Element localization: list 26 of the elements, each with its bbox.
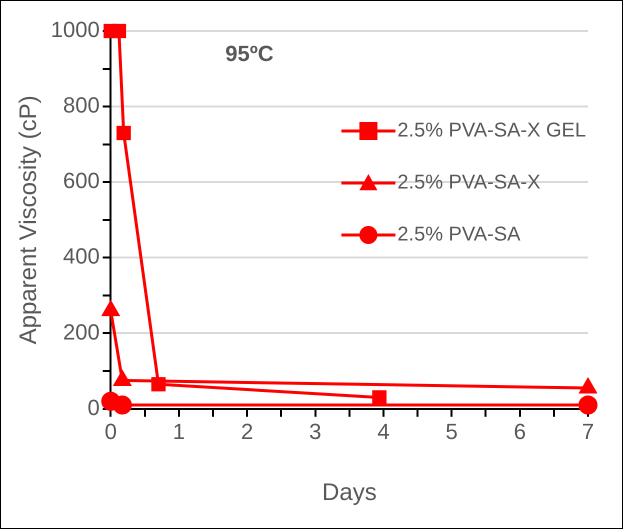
point	[151, 377, 166, 392]
y-tick-label: 0	[87, 394, 100, 420]
x-axis-title: Days	[322, 479, 377, 506]
point	[116, 126, 131, 140]
point	[112, 24, 126, 38]
x-tick-label: 0	[104, 419, 117, 444]
point	[112, 396, 132, 415]
x-tick-label: 4	[377, 419, 390, 444]
point	[578, 396, 598, 415]
y-axis-title: Apparent Viscosity (cP)	[15, 95, 42, 344]
y-tick-label: 600	[63, 168, 100, 194]
y-tick-label: 800	[63, 92, 100, 118]
x-tick-label: 6	[514, 419, 526, 444]
x-tick-label: 3	[309, 419, 322, 444]
legend-label: 2.5% PVA-SA-X GEL	[397, 120, 586, 142]
y-tick-label: 400	[63, 244, 100, 269]
x-tick-label: 7	[582, 419, 594, 444]
text: 95ºC	[225, 41, 274, 66]
legend-label: 2.5% PVA-SA-X	[397, 172, 540, 194]
y-tick-label: 1000	[50, 17, 100, 42]
x-tick-label: 2	[240, 419, 254, 444]
legend-label: 2.5% PVA-SA	[397, 224, 522, 246]
y-tick-label: 200	[63, 319, 100, 344]
point	[372, 390, 387, 405]
x-tick-label: 5	[446, 419, 458, 444]
x-tick-label: 1	[172, 419, 186, 444]
